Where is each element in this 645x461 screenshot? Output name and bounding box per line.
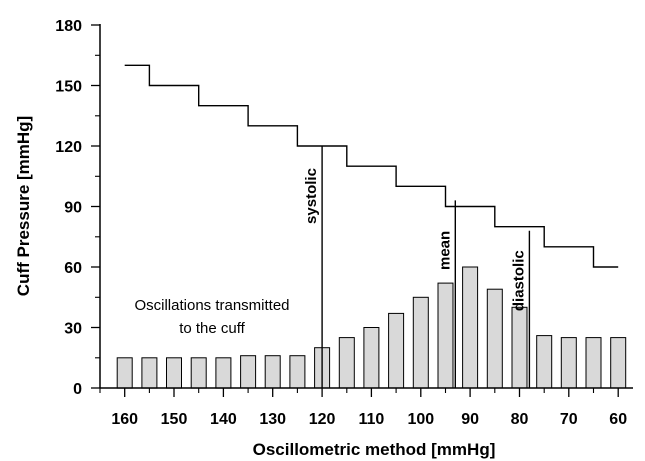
bar xyxy=(215,357,232,389)
steps-layer xyxy=(124,64,619,268)
y-tick-label: 30 xyxy=(64,321,82,338)
y-tick-label: 180 xyxy=(55,18,82,35)
bar xyxy=(388,312,405,389)
x-tick-label: 130 xyxy=(259,411,286,428)
x-tick-label: 150 xyxy=(161,411,188,428)
y-tick-label: 90 xyxy=(64,200,82,217)
annotation-line-1: Oscillations transmitted xyxy=(134,297,289,314)
bar xyxy=(141,357,158,389)
y-tick-label: 120 xyxy=(55,139,82,156)
x-tick-label: 120 xyxy=(309,411,336,428)
bar xyxy=(116,357,133,389)
bar xyxy=(363,327,380,389)
y-tick-label: 0 xyxy=(73,381,82,398)
bar xyxy=(585,337,602,389)
bar xyxy=(190,357,207,389)
bar xyxy=(289,355,306,389)
x-tick-label: 160 xyxy=(111,411,138,428)
marker-label-systolic: systolic xyxy=(303,168,320,224)
bar xyxy=(412,296,429,389)
x-tick-label: 80 xyxy=(511,411,529,428)
bar xyxy=(240,355,257,389)
x-tick-label: 90 xyxy=(461,411,479,428)
x-tick-label: 60 xyxy=(609,411,627,428)
bar xyxy=(536,335,553,389)
marker-label-mean: mean xyxy=(436,231,453,270)
bar xyxy=(264,355,281,389)
x-axis-title: Oscillometric method [mmHg] xyxy=(253,440,496,459)
bar xyxy=(462,266,479,389)
bar xyxy=(560,337,577,389)
y-tick-label: 150 xyxy=(55,79,82,96)
x-tick-label: 140 xyxy=(210,411,237,428)
bar xyxy=(610,337,627,389)
bar xyxy=(437,282,454,389)
axes-layer: 160 150 140 130 120 110 100 90 80 70 60 0 30 60 90 120 1… xyxy=(55,18,633,428)
y-axis-title: Cuff Pressure [mmHg] xyxy=(14,116,33,296)
bar xyxy=(511,306,528,389)
x-tick-label: 70 xyxy=(560,411,578,428)
annotation-line-2: to the cuff xyxy=(179,320,245,337)
bar xyxy=(338,337,355,389)
y-tick-label: 60 xyxy=(64,260,82,277)
bar xyxy=(486,288,503,389)
x-tick-label: 100 xyxy=(407,411,434,428)
markers-layer: systolic mean diastolic xyxy=(303,146,531,388)
marker-label-diastolic: diastolic xyxy=(510,250,527,311)
x-tick-label: 110 xyxy=(358,411,384,428)
cuff-pressure-line xyxy=(124,64,619,268)
bar xyxy=(166,357,182,389)
